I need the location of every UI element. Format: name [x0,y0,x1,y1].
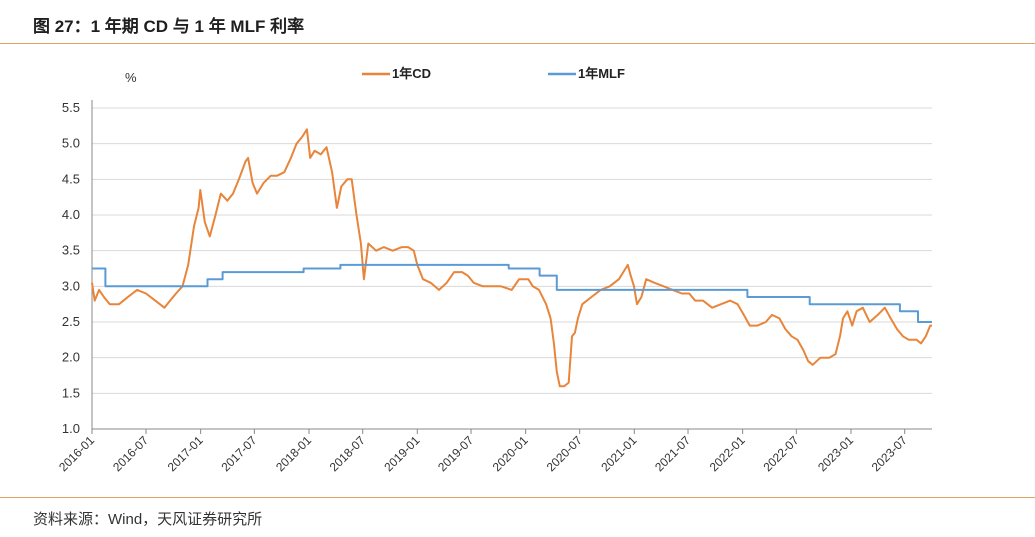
cd-line [91,128,932,388]
x-tick-label: 2022-07 [760,433,801,474]
legend-label-mlf: 1年MLF [578,66,625,81]
y-tick-label: 2.5 [62,314,80,329]
x-tick-label: 2016-01 [56,433,97,474]
gridlines [92,107,932,394]
legend-label-cd: 1年CD [392,66,431,81]
x-tick-label: 2019-01 [381,433,422,474]
y-tick-label: 4.5 [62,171,80,186]
x-tick-label: 2020-07 [544,433,585,474]
x-tick-labels: 2016-01 2016-07 2017-01 2017-07 2018-01 2018-… [56,433,910,474]
x-tick-label: 2020-01 [490,433,531,474]
y-tick-label: 5.0 [62,136,80,151]
x-tick-label: 2019-07 [435,433,476,474]
y-tick-labels: 1.0 1.5 2.0 2.5 3.0 3.5 4.0 4.5 5.0 5.5 [62,100,80,436]
legend: 1年CD 1年MLF [362,66,625,81]
source-divider [0,497,1035,498]
y-tick-label: 2.0 [62,350,80,365]
title-divider [0,43,1035,44]
source-note: 资料来源：Wind，天风证券研究所 [33,511,263,528]
line-chart: 1.01.52.02.53.03.54.04.55.05.5 2016-01 20… [56,66,932,474]
x-tick-label: 2018-07 [327,433,368,474]
x-tick-label: 2023-07 [869,433,910,474]
y-tick-label: 3.0 [62,278,80,293]
y-tick-label: 3.5 [62,243,80,258]
x-tick-label: 2023-01 [815,433,856,474]
y-tick-label: 4.0 [62,207,80,222]
axes [91,100,932,434]
x-tick-label: 2022-01 [707,433,748,474]
y-tick-label: 5.5 [62,100,80,115]
y-tick-label: 1.5 [62,385,80,400]
y-tick-label: 1.0 [62,421,80,436]
x-tick-label: 2021-07 [652,433,693,474]
figure-title: 图 27：1 年期 CD 与 1 年 MLF 利率 [33,17,305,36]
series-lines [91,128,932,388]
x-tick-label: 2018-01 [273,433,314,474]
y-axis-unit: % [125,70,137,85]
mlf-line [92,263,932,323]
x-tick-label: 2021-01 [598,433,639,474]
x-tick-label: 2017-07 [218,433,259,474]
x-tick-label: 2016-07 [110,433,151,474]
x-tick-label: 2017-01 [165,433,206,474]
